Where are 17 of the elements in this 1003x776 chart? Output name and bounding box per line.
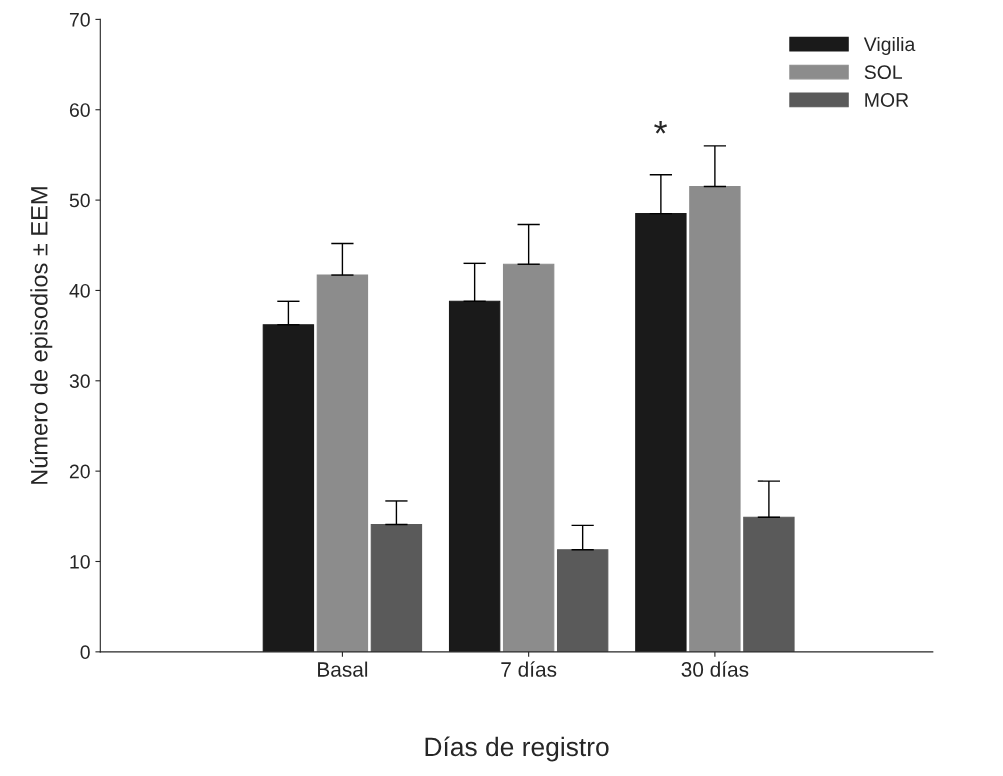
y-tick-label: 40	[69, 283, 90, 298]
annotation: *	[654, 120, 668, 134]
x-axis-title: Días de registro	[425, 736, 609, 762]
y-tick-label: 60	[69, 103, 90, 117]
legend-label: MOR	[865, 93, 909, 107]
y-tick-label: 10	[70, 554, 90, 569]
y-tick-label: 30	[69, 374, 90, 389]
x-tick-label: 7 días	[501, 661, 557, 677]
y-axis-title: Número de episodios ± EEM	[30, 187, 53, 484]
y-tick-label: 70	[69, 12, 90, 27]
legend-label: Vigilia	[863, 36, 916, 56]
y-tick-label: 20	[69, 464, 90, 479]
y-tick-label: 50	[69, 193, 90, 208]
y-tick-label: 0	[80, 645, 90, 660]
x-tick-label: Basal	[318, 661, 368, 677]
x-tick-label: 30 días	[681, 661, 749, 677]
legend-label: SOL	[864, 65, 903, 80]
